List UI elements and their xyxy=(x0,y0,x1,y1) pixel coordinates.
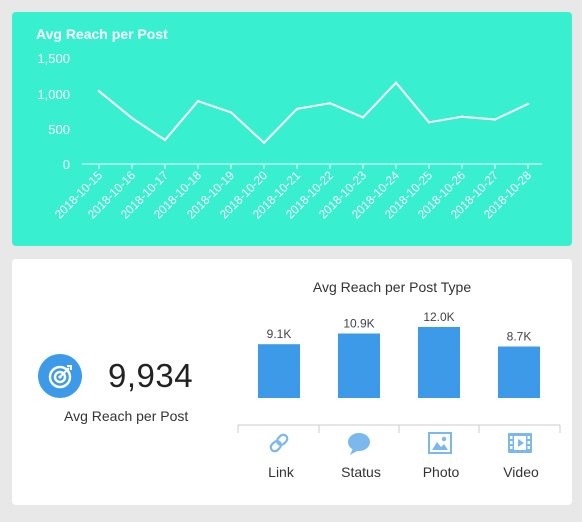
data-point xyxy=(163,138,167,142)
bar-value-label: 8.7K xyxy=(507,330,532,344)
reach-line-chart: 1,500 1,000 500 0 2018-10-152018-10-1620… xyxy=(37,51,542,222)
data-point xyxy=(526,102,530,106)
line-chart-title: Avg Reach per Post xyxy=(36,26,168,42)
link-icon xyxy=(269,433,289,453)
data-point xyxy=(295,107,299,111)
bar-status xyxy=(338,333,380,398)
bar-chart-title: Avg Reach per Post Type xyxy=(312,279,472,295)
y-tick-label: 0 xyxy=(63,157,70,172)
target-icon xyxy=(38,354,82,398)
data-point xyxy=(196,99,200,103)
data-point xyxy=(427,121,431,124)
photo-icon xyxy=(428,432,452,454)
y-tick-label: 500 xyxy=(48,122,70,137)
reach-by-type-bar-chart: 9.1K Link 10.9K Status 12.0K Photo 8.7K Video xyxy=(237,310,561,480)
reach-trend-card: Avg Reach per Post 1,500 1,000 500 0 201… xyxy=(12,12,572,246)
bar-photo xyxy=(418,327,460,398)
data-point xyxy=(460,115,464,118)
data-point xyxy=(130,116,134,120)
category-label: Link xyxy=(268,464,295,480)
data-point xyxy=(394,81,398,84)
reach-by-type-card: 9,934 Avg Reach per Post Avg Reach per P… xyxy=(12,259,572,505)
speech-bubble-icon xyxy=(348,433,370,455)
kpi-value: 9,934 xyxy=(108,357,194,394)
bar-video xyxy=(498,346,540,398)
category-label: Photo xyxy=(423,464,460,480)
bar-value-label: 12.0K xyxy=(423,310,454,324)
y-tick-label: 1,000 xyxy=(37,87,70,102)
bar-value-label: 9.1K xyxy=(267,327,292,341)
category-label: Video xyxy=(503,464,539,480)
data-point xyxy=(229,111,233,114)
data-point xyxy=(493,118,497,121)
reach-series-line xyxy=(98,81,529,144)
bar-value-label: 10.9K xyxy=(343,317,374,331)
data-point xyxy=(328,102,332,105)
bar-link xyxy=(258,344,300,398)
category-label: Status xyxy=(341,464,381,480)
data-point xyxy=(361,116,365,119)
kpi-label: Avg Reach per Post xyxy=(64,408,189,424)
data-point xyxy=(262,141,266,144)
video-icon xyxy=(508,433,532,453)
data-point xyxy=(97,90,101,93)
y-tick-label: 1,500 xyxy=(37,51,70,66)
